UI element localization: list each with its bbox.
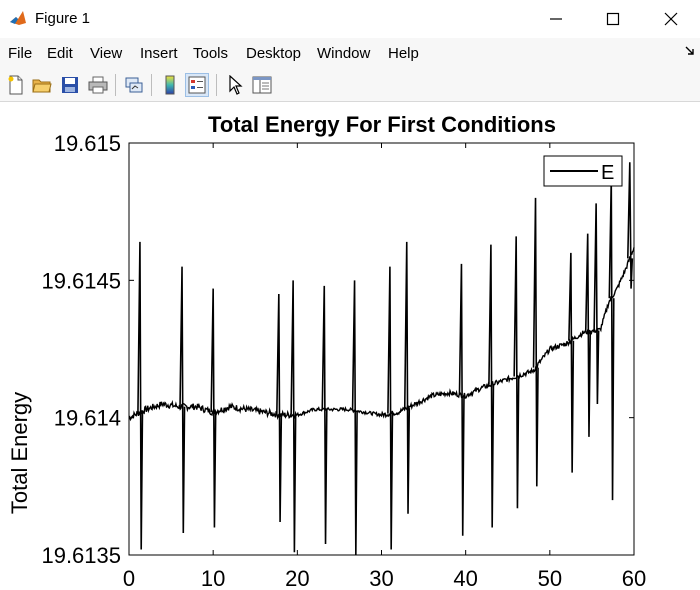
menu-insert[interactable]: Insert bbox=[140, 45, 178, 62]
series-spike bbox=[276, 294, 283, 523]
print-icon bbox=[88, 76, 108, 94]
window-title: Figure 1 bbox=[35, 10, 91, 27]
y-tick-label: 19.6135 bbox=[41, 543, 121, 568]
toolbar-separator bbox=[115, 74, 116, 96]
toolbar-separator bbox=[216, 74, 217, 96]
series-spike bbox=[290, 280, 297, 553]
menu-file[interactable]: File bbox=[8, 45, 33, 62]
close-icon bbox=[664, 12, 678, 26]
open-file-button[interactable] bbox=[30, 73, 54, 97]
series-spike bbox=[568, 252, 575, 473]
series-spike bbox=[488, 244, 495, 528]
window-title-bar: Figure 1 bbox=[0, 0, 700, 38]
x-tick-label: 60 bbox=[622, 566, 646, 590]
series-spike bbox=[351, 280, 358, 556]
figure-toolbar bbox=[0, 68, 700, 102]
series-spike bbox=[584, 233, 592, 437]
minimize-icon bbox=[550, 18, 562, 20]
save-icon bbox=[62, 77, 78, 93]
matlab-icon bbox=[8, 8, 28, 28]
series-spike bbox=[210, 288, 217, 528]
save-button[interactable] bbox=[58, 73, 82, 97]
menu-help[interactable]: Help bbox=[388, 45, 419, 62]
series-spike bbox=[179, 266, 186, 534]
property-editor-button[interactable] bbox=[250, 73, 274, 97]
toolbar-separator bbox=[151, 74, 152, 96]
line-chart[interactable]: Total Energy For First Conditions Total … bbox=[0, 103, 700, 590]
maximize-icon bbox=[606, 12, 620, 26]
x-tick-label: 20 bbox=[285, 566, 309, 590]
series-spike bbox=[458, 263, 465, 536]
colorbar-icon bbox=[165, 75, 175, 95]
legend-button[interactable] bbox=[185, 73, 209, 97]
legend-icon bbox=[188, 76, 206, 94]
close-button[interactable] bbox=[642, 0, 700, 38]
x-tick-label: 0 bbox=[123, 566, 135, 590]
x-tick-label: 10 bbox=[201, 566, 225, 590]
print-button[interactable] bbox=[86, 73, 110, 97]
property-editor-icon bbox=[252, 76, 272, 94]
y-tick-label: 19.615 bbox=[54, 131, 121, 156]
y-axis-label: Total Energy bbox=[7, 392, 32, 514]
menu-edit[interactable]: Edit bbox=[47, 45, 73, 62]
series-spike bbox=[137, 241, 144, 550]
menu-tools[interactable]: Tools bbox=[193, 45, 229, 62]
series-spike bbox=[608, 178, 615, 501]
menu-window[interactable]: Window bbox=[317, 45, 371, 62]
minimize-button[interactable] bbox=[527, 0, 585, 38]
link-plot-button[interactable] bbox=[122, 73, 146, 97]
x-tick-label: 50 bbox=[538, 566, 562, 590]
y-tick-label: 19.6145 bbox=[41, 268, 121, 293]
series-spike bbox=[403, 241, 411, 514]
series-spike bbox=[593, 203, 600, 404]
colorbar-button[interactable] bbox=[158, 73, 182, 97]
new-figure-button[interactable] bbox=[4, 73, 28, 97]
maximize-button[interactable] bbox=[584, 0, 642, 38]
y-tick-label: 19.614 bbox=[54, 406, 121, 431]
menu-desktop[interactable]: Desktop bbox=[246, 45, 302, 62]
series-spike bbox=[387, 266, 394, 550]
chart-title: Total Energy For First Conditions bbox=[208, 112, 556, 137]
x-tick-label: 40 bbox=[453, 566, 477, 590]
pointer-icon bbox=[229, 75, 243, 95]
link-plot-icon bbox=[125, 77, 143, 93]
axes-box bbox=[128, 142, 635, 556]
open-file-icon bbox=[32, 79, 52, 93]
figure-canvas[interactable]: Total Energy For First Conditions Total … bbox=[0, 103, 700, 590]
x-tick-label: 30 bbox=[369, 566, 393, 590]
menu-view[interactable]: View bbox=[90, 45, 123, 62]
legend-entry-e: E bbox=[601, 162, 614, 184]
series-spike bbox=[626, 162, 634, 289]
legend[interactable]: E bbox=[543, 155, 623, 187]
dock-arrow-icon[interactable] bbox=[684, 44, 696, 62]
pointer-button[interactable] bbox=[223, 73, 247, 97]
menu-bar: File Edit View Insert Tools Desktop Wind… bbox=[0, 38, 700, 68]
series-line-e bbox=[128, 247, 635, 422]
new-figure-icon bbox=[8, 75, 23, 95]
series-spike bbox=[532, 197, 539, 487]
series-spike bbox=[321, 285, 328, 545]
series-spike bbox=[513, 236, 520, 509]
